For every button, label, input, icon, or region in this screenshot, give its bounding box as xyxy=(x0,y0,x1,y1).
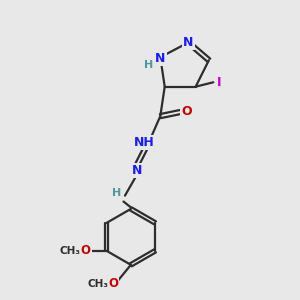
Text: N: N xyxy=(155,52,166,65)
Text: O: O xyxy=(80,244,90,257)
Text: I: I xyxy=(217,76,221,89)
Text: NH: NH xyxy=(134,136,154,149)
Text: CH₃: CH₃ xyxy=(59,246,80,256)
Text: CH₃: CH₃ xyxy=(88,279,109,289)
Text: O: O xyxy=(182,105,192,118)
Text: H: H xyxy=(112,188,121,198)
Text: H: H xyxy=(145,60,154,70)
Text: N: N xyxy=(183,36,194,49)
Text: O: O xyxy=(108,278,118,290)
Text: N: N xyxy=(132,164,142,177)
